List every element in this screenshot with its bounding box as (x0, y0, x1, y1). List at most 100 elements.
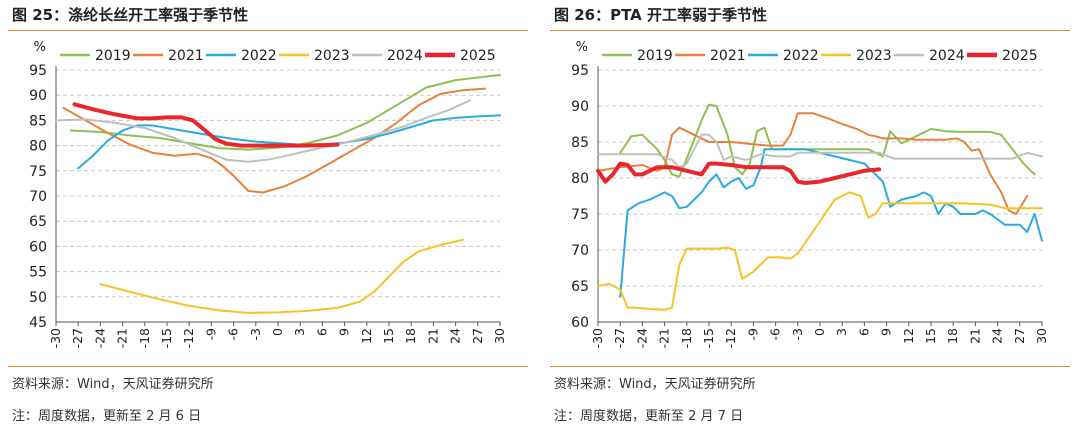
footnote: 注：周度数据，更新至 2 月 6 日 (12, 409, 202, 424)
legend-label-2024: 2024 (387, 48, 423, 64)
series-line-2021 (597, 112, 1029, 215)
x-tick-label: -27 (612, 328, 627, 348)
x-tick-label: -18 (137, 328, 152, 348)
x-tick-label: 15 (381, 328, 396, 344)
y-tick-label: 85 (571, 135, 589, 151)
source-note: 资料来源：Wind，天风证券研究所 (12, 377, 214, 392)
legend-label-2024: 2024 (929, 48, 965, 64)
legend-label-2025: 2025 (1002, 48, 1038, 64)
y-tick-label: 75 (571, 207, 589, 223)
series-line-2019 (69, 74, 501, 151)
x-tick-label: -15 (159, 328, 174, 348)
x-tick-label: 30 (1034, 328, 1049, 344)
series-line-2023 (597, 191, 1043, 311)
series-line-2024 (55, 99, 472, 163)
chart-title: 图 25：涤纶长丝开工率强于季节性 (12, 6, 249, 24)
y-tick-label: 80 (571, 171, 589, 187)
x-tick-label: 12 (901, 328, 916, 344)
x-tick-label: -24 (634, 328, 649, 348)
series-line-2025 (72, 102, 340, 148)
y-axis-unit: % (34, 40, 46, 55)
y-tick-label: 60 (571, 315, 589, 331)
y-tick-label: 65 (29, 214, 47, 230)
footnote: 注：周度数据，更新至 2 月 7 日 (554, 409, 744, 424)
x-tick-label: 6 (314, 328, 329, 336)
legend-label-2021: 2021 (710, 48, 746, 64)
x-tick-label: -12 (723, 328, 738, 348)
series-line-2021 (62, 87, 487, 194)
x-tick-label: 21 (425, 328, 440, 344)
y-tick-label: 55 (29, 265, 47, 281)
x-tick-label: -27 (70, 328, 85, 348)
series-line-2024 (597, 133, 1043, 169)
y-tick-label: 90 (29, 88, 47, 104)
chart-panel-pta: 图 26：PTA 开工率弱于季节性 % 60 65 70 75 80 85 90 95 -30 -2… (550, 0, 1078, 426)
x-tick-label: 24 (448, 328, 463, 344)
source-rule (550, 366, 1070, 367)
x-tick-label: 3 (834, 328, 849, 336)
x-tick-label: 12 (359, 328, 374, 344)
y-tick-label: 60 (29, 239, 47, 255)
x-tick-label: -9 (745, 328, 760, 341)
x-tick-label: -18 (679, 328, 694, 348)
y-tick-label: 85 (29, 113, 47, 129)
x-tick-label: -12 (181, 328, 196, 348)
x-tick-label: -9 (203, 328, 218, 341)
x-tick-label: -21 (657, 328, 672, 348)
x-tick-label: 24 (990, 328, 1005, 344)
legend-label-2019: 2019 (95, 48, 131, 64)
legend-label-2023: 2023 (314, 48, 350, 64)
y-tick-label: 80 (29, 139, 47, 155)
y-tick-label: 95 (571, 63, 589, 79)
legend-label-2022: 2022 (241, 48, 277, 64)
source-note: 资料来源：Wind，天风证券研究所 (554, 377, 756, 392)
chart-title: 图 26：PTA 开工率弱于季节性 (554, 6, 767, 24)
x-tick-label: 27 (470, 328, 485, 344)
title-rule (8, 30, 528, 31)
x-tick-label: 3 (292, 328, 307, 336)
y-tick-label: 75 (29, 164, 47, 180)
y-axis-unit: % (576, 40, 588, 55)
x-tick-label: -6 (768, 328, 783, 341)
x-tick-label: -6 (226, 328, 241, 341)
x-tick-label: 15 (923, 328, 938, 344)
chart-panel-polyester: 图 25：涤纶长丝开工率强于季节性 % 45 50 55 60 65 70 75 80 85 90 9… (8, 0, 536, 426)
x-tick-label: 18 (403, 328, 418, 344)
x-tick-label: 27 (1012, 328, 1027, 344)
series-line-2022 (77, 114, 501, 170)
x-tick-label: 6 (856, 328, 871, 336)
legend-label-2022: 2022 (783, 48, 819, 64)
y-tick-label: 50 (29, 290, 47, 306)
x-tick-label: 18 (945, 328, 960, 344)
x-tick-label: -21 (115, 328, 130, 348)
x-tick-label: 30 (492, 328, 507, 344)
series-line-2022 (619, 148, 1043, 298)
x-tick-label: 21 (967, 328, 982, 344)
legend-label-2019: 2019 (637, 48, 673, 64)
y-tick-label: 70 (29, 189, 47, 205)
y-tick-label: 90 (571, 99, 589, 115)
x-tick-label: 9 (879, 328, 894, 336)
series-line-2023 (99, 238, 464, 314)
x-tick-label: -15 (701, 328, 716, 348)
y-tick-label: 65 (571, 279, 589, 295)
y-tick-label: 45 (29, 315, 47, 331)
x-tick-label: -30 (590, 328, 605, 348)
y-tick-label: 70 (571, 243, 589, 259)
x-tick-label: 0 (812, 328, 827, 336)
x-tick-label: 9 (337, 328, 352, 336)
x-tick-label: -3 (248, 328, 263, 340)
x-tick-label: -24 (92, 328, 107, 348)
source-rule (8, 366, 528, 367)
x-tick-label: 0 (270, 328, 285, 336)
legend-label-2025: 2025 (460, 48, 496, 64)
title-rule (550, 30, 1070, 31)
x-tick-label: -30 (48, 328, 63, 348)
x-tick-label: -3 (790, 328, 805, 340)
legend-label-2021: 2021 (168, 48, 204, 64)
series-line-2025 (596, 161, 882, 185)
legend-label-2023: 2023 (856, 48, 892, 64)
y-tick-label: 95 (29, 63, 47, 79)
